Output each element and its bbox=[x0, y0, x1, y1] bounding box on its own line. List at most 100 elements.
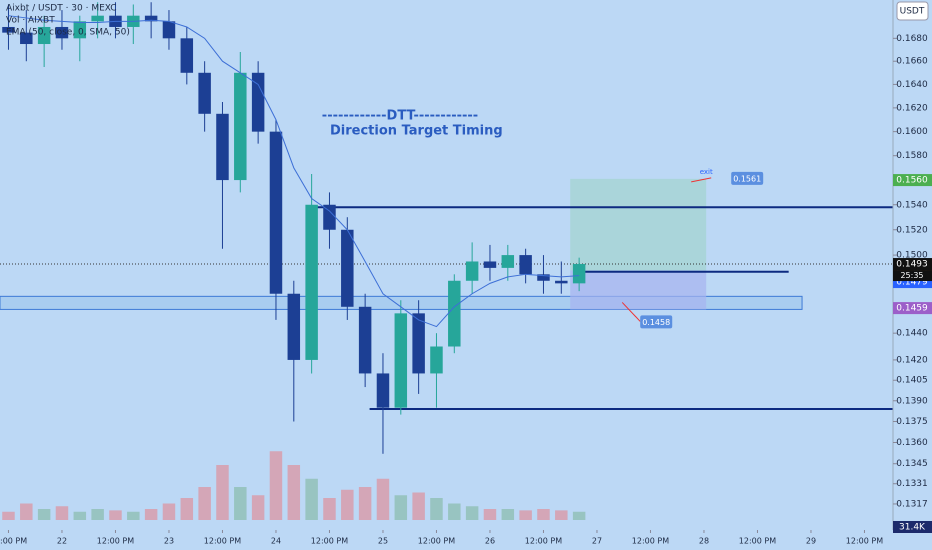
y-tick-label: 0.1390 bbox=[896, 396, 928, 406]
candle-body bbox=[483, 261, 497, 268]
candle-body bbox=[519, 255, 532, 275]
candle-body bbox=[55, 26, 69, 39]
x-tick-label: 12:00 PM bbox=[632, 537, 669, 546]
volume-bar bbox=[323, 498, 336, 520]
candle-body bbox=[20, 32, 33, 45]
volume-bar bbox=[269, 451, 283, 520]
price-badge-label: 0.1479 bbox=[896, 278, 928, 288]
x-tick-label: 23 bbox=[164, 537, 174, 546]
candle-body bbox=[2, 26, 15, 33]
candle-body bbox=[251, 72, 265, 132]
candle-body bbox=[144, 15, 158, 22]
y-tick-label: 0.1540 bbox=[896, 200, 928, 210]
volume-bar bbox=[144, 509, 158, 520]
volume-bar bbox=[127, 511, 140, 520]
x-tick-label: 28 bbox=[699, 537, 709, 546]
candle-body bbox=[501, 255, 515, 268]
y-tick-label: 0.1660 bbox=[896, 57, 928, 67]
candle-body bbox=[341, 229, 354, 307]
candle-body bbox=[358, 306, 372, 374]
currency[interactable]: USDT bbox=[900, 7, 925, 17]
volume-bar bbox=[430, 498, 443, 520]
target-label: 0.1561 bbox=[733, 174, 761, 183]
candle-body bbox=[287, 293, 301, 360]
ema-label: EMA (50, close, 0, SMA, 50) bbox=[6, 28, 130, 38]
y-tick-label: 0.1405 bbox=[896, 376, 928, 386]
last-price-badge-label: 0.1493 bbox=[896, 260, 928, 270]
exit-label: exit bbox=[700, 168, 713, 176]
x-tick-label: 29 bbox=[806, 537, 816, 546]
x-tick-label: 12:00 PM bbox=[418, 537, 455, 546]
candle-body bbox=[234, 72, 247, 181]
target-badge bbox=[731, 171, 764, 185]
volume-bar bbox=[198, 487, 211, 520]
x-tick-label: 12:00 PM bbox=[846, 537, 883, 546]
volume-bar bbox=[501, 509, 515, 520]
candle-body bbox=[180, 38, 194, 73]
candle-body bbox=[394, 313, 408, 408]
volume-bar bbox=[109, 510, 122, 520]
profit-zone bbox=[570, 178, 707, 271]
y-tick-label: 0.1500 bbox=[896, 251, 928, 261]
candle-body bbox=[555, 280, 568, 284]
volume-bar bbox=[448, 503, 461, 520]
volume-bar bbox=[341, 489, 354, 520]
candle-body bbox=[430, 346, 443, 374]
timer: 25:35 bbox=[900, 271, 923, 280]
last-price-badge bbox=[893, 258, 932, 271]
candle-body bbox=[537, 274, 550, 281]
candle-body bbox=[91, 15, 104, 22]
candle-body bbox=[216, 113, 229, 181]
volume-bar bbox=[519, 510, 532, 520]
x-tick-label: 27 bbox=[592, 537, 602, 546]
plot bbox=[0, 2, 893, 520]
price-badge bbox=[893, 302, 932, 315]
y-tick-label: 0.1440 bbox=[896, 329, 928, 339]
price-badge bbox=[893, 174, 932, 187]
currency-box[interactable] bbox=[896, 1, 929, 21]
loss-zone bbox=[570, 270, 707, 310]
volume-bar bbox=[555, 510, 568, 520]
candle-body bbox=[37, 26, 51, 45]
volume-badge bbox=[893, 521, 932, 533]
ema-line bbox=[8, 15, 580, 328]
candle-body bbox=[73, 21, 87, 39]
candle-body bbox=[448, 280, 461, 347]
exit-leader bbox=[691, 177, 712, 183]
y-tick-label: 0.1360 bbox=[896, 438, 928, 448]
annotation-subtitle: Direction Target Timing bbox=[330, 124, 503, 139]
volume-bar bbox=[537, 509, 550, 520]
y-tick-label: 0.1345 bbox=[896, 459, 928, 469]
y-tick-label: 0.1317 bbox=[896, 499, 928, 509]
candle-body bbox=[198, 72, 211, 114]
x-tick-label: 12:00 PM bbox=[739, 537, 776, 546]
annotation-title: ------------DTT------------ bbox=[322, 109, 478, 124]
volume-bar bbox=[305, 478, 318, 520]
y-tick-label: 0.1600 bbox=[896, 127, 928, 137]
volume-bar bbox=[412, 492, 425, 520]
price-badge-label: 0.1459 bbox=[896, 304, 928, 314]
x-tick-label: 12:00 PM bbox=[311, 537, 348, 546]
volume-label: Vol · AIXBT bbox=[6, 16, 55, 26]
volume-bar bbox=[376, 478, 390, 520]
x-tick-label: 25 bbox=[378, 537, 388, 546]
candle-body bbox=[323, 204, 336, 230]
volume-bar bbox=[572, 511, 586, 520]
y-tick-label: 0.1640 bbox=[896, 80, 928, 90]
x-tick-label: 12:00 PM bbox=[525, 537, 562, 546]
stop-leader bbox=[621, 302, 641, 322]
price-badge-label: 0.1560 bbox=[896, 176, 928, 186]
volume-bar bbox=[180, 498, 194, 520]
x-tick-label: 12:00 PM bbox=[0, 537, 27, 546]
candle-body bbox=[572, 264, 586, 284]
timer-badge bbox=[893, 270, 932, 282]
volume-bar bbox=[465, 506, 479, 520]
x-tick-label: 26 bbox=[485, 537, 495, 546]
y-tick-label: 0.1420 bbox=[896, 355, 928, 365]
volume-bar bbox=[483, 509, 497, 520]
symbol: Aixbt / USDT · 30 · MEXC bbox=[6, 4, 117, 14]
stop-badge bbox=[640, 315, 673, 329]
candle-body bbox=[269, 131, 283, 294]
volume-bar bbox=[234, 487, 247, 520]
